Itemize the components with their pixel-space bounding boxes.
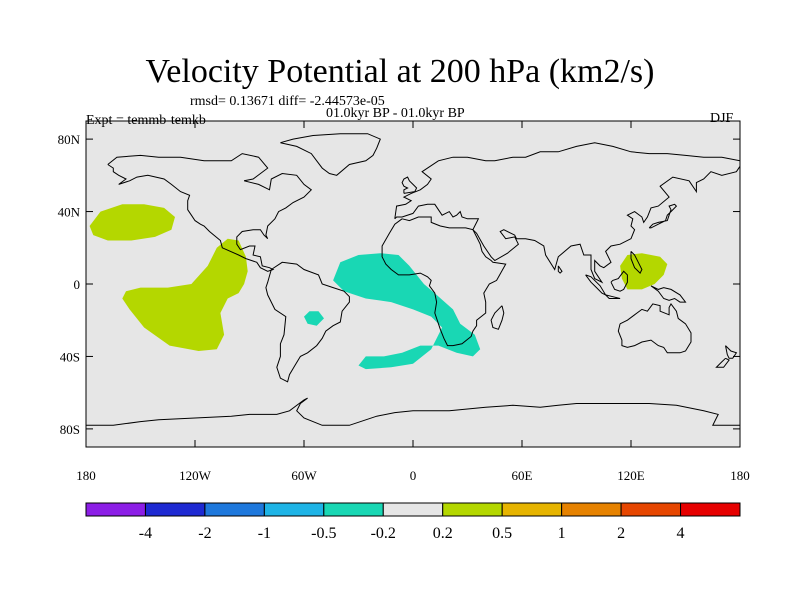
colorbar-label: 0.5 — [492, 525, 512, 542]
colorbar-box — [501, 502, 563, 517]
colorbar-box — [263, 502, 325, 517]
lon-tick-label: 0 — [410, 468, 417, 483]
colorbar-label: -0.2 — [371, 525, 396, 542]
colorbar-box — [323, 502, 384, 517]
antarctica-coast — [86, 397, 740, 426]
colorbar-label: -0.5 — [311, 525, 336, 542]
colorbar-label: -2 — [198, 525, 211, 542]
region-atlantic-africa-negative — [333, 253, 481, 370]
philippines-coast — [630, 251, 643, 274]
north-america-coast — [107, 153, 313, 272]
greenland-coast — [280, 133, 381, 176]
region-north-pacific-positive — [89, 204, 175, 241]
colorbar-box — [561, 502, 622, 517]
colorbar-label: 1 — [558, 525, 566, 542]
japan-coast — [648, 203, 678, 229]
lat-tick-label: 40N — [58, 205, 81, 220]
latitude-axis: 80N 40N 0 40S 80S — [58, 132, 740, 437]
anomaly-regions — [89, 204, 668, 370]
colorbar: -4 -2 -1 -0.5 -0.2 0.2 0.5 1 2 4 — [85, 502, 741, 542]
region-south-america-negative — [304, 311, 324, 326]
stats-text: rmsd= 0.13671 diff= -2.44573e-05 — [190, 94, 385, 109]
period-text: 01.0kyr BP - 01.0kyr BP — [326, 106, 465, 121]
lon-tick-label: 120W — [179, 468, 212, 483]
lon-tick-label: 60W — [291, 468, 317, 483]
sri-lanka-coast — [557, 265, 563, 274]
africa-coast — [381, 216, 507, 347]
colorbar-label: 2 — [617, 525, 625, 542]
region-east-pacific-positive — [122, 238, 248, 351]
java-coast — [605, 294, 621, 299]
season-label: DJF — [710, 111, 734, 126]
region-maritime-continent-positive — [620, 253, 668, 290]
colorbar-label: -1 — [258, 525, 271, 542]
lon-tick-label: 120E — [617, 468, 645, 483]
lon-tick-label: 60E — [512, 468, 533, 483]
colorbar-label: 4 — [677, 525, 685, 542]
colorbar-box — [680, 502, 741, 517]
colorbar-label: 0.2 — [433, 525, 453, 542]
colorbar-box — [85, 502, 146, 517]
new-zealand-coast — [725, 345, 738, 359]
lat-tick-label: 0 — [74, 277, 81, 292]
plot-title: Velocity Potential at 200 hPa (km2/s) — [145, 53, 655, 90]
new-guinea-coast — [650, 285, 687, 303]
borneo-coast — [610, 270, 628, 292]
colorbar-label: -4 — [139, 525, 152, 542]
coastlines — [86, 133, 740, 426]
australia-coast — [617, 302, 692, 354]
colorbar-box — [620, 502, 682, 517]
sumatra-coast — [585, 274, 607, 297]
experiment-label: Expt = temmb-temkb — [86, 113, 206, 128]
new-zealand-south-coast — [715, 357, 730, 368]
uk-coast — [401, 176, 418, 194]
lat-tick-label: 40S — [60, 349, 80, 364]
colorbar-box — [204, 502, 265, 517]
lon-tick-label: 180 — [730, 468, 750, 483]
eurasia-africa-coast — [394, 142, 740, 284]
colorbar-box — [382, 502, 444, 517]
longitude-axis: 180 120W 60W 0 60E 120E 180 — [76, 121, 750, 483]
colorbar-box — [144, 502, 206, 517]
lat-tick-label: 80S — [60, 422, 80, 437]
lat-tick-label: 80N — [58, 132, 81, 147]
south-america-coast — [265, 261, 350, 383]
madagascar-coast — [490, 305, 505, 330]
lon-tick-label: 180 — [76, 468, 96, 483]
colorbar-box — [442, 502, 503, 517]
